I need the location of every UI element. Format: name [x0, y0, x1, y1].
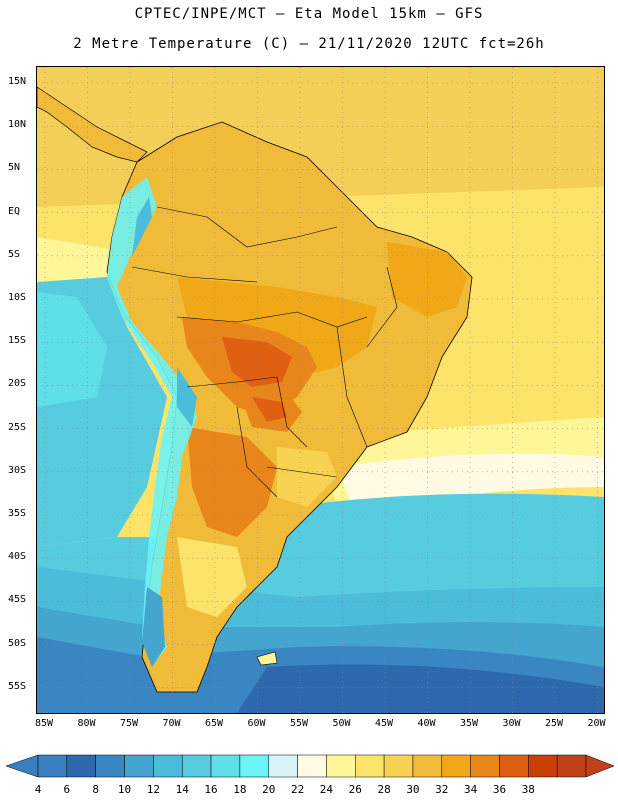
lon-label: 75W — [119, 718, 139, 729]
colorbar-level-label: 38 — [521, 783, 535, 796]
colorbar-level-label: 12 — [146, 783, 160, 796]
colorbar-segment — [556, 754, 587, 778]
falkland-islands — [256, 651, 278, 666]
lon-label: 25W — [544, 718, 564, 729]
colorbar-level-label: 32 — [435, 783, 449, 796]
lon-label: 70W — [162, 718, 181, 729]
colorbar-level-label: 6 — [63, 783, 71, 796]
colorbar-segment — [268, 754, 298, 778]
colorbar-high-arrow — [585, 754, 615, 778]
colorbar-level-label: 16 — [204, 783, 218, 796]
lat-label: 5N — [8, 162, 21, 174]
lat-label: 15S — [8, 335, 27, 347]
lon-label: 60W — [247, 718, 266, 729]
lat-label: 50S — [8, 637, 27, 649]
patagonia-mild-zone — [177, 537, 247, 617]
colorbar-segment — [95, 754, 125, 778]
chaco-hotspot — [252, 397, 287, 422]
colorbar-level-label: 22 — [290, 783, 305, 796]
lon-label: 65W — [204, 718, 224, 729]
altiplano-cold — [177, 367, 197, 427]
south-brazil-mild-zone — [277, 447, 337, 507]
ocean-south-darkest — [237, 664, 604, 713]
lon-label: 50W — [332, 718, 351, 729]
colorbar-level-label: 24 — [319, 783, 334, 796]
lat-label: 10N — [8, 119, 27, 131]
lon-label: 85W — [34, 718, 54, 729]
lon-label: 55W — [289, 718, 309, 729]
patagonian-ice-cold — [142, 587, 165, 667]
colorbar-segment — [210, 754, 241, 778]
lon-label: 45W — [374, 718, 394, 729]
lat-label: 25S — [8, 421, 27, 433]
colorbar-segment — [37, 754, 68, 778]
lat-label: 30S — [8, 464, 27, 476]
colorbar-level-label: 26 — [348, 783, 362, 796]
colorbar-level-label: 20 — [262, 783, 276, 796]
temperature-map — [36, 66, 605, 714]
colorbar-level-label: 10 — [117, 783, 132, 796]
lon-label: 35W — [459, 718, 479, 729]
lat-label: 55S — [8, 680, 27, 692]
colorbar-segment — [499, 754, 529, 778]
lat-label: 15N — [8, 76, 27, 87]
temperature-colorbar — [5, 754, 615, 778]
lat-label: EQ — [8, 205, 21, 217]
central-america-land — [37, 86, 148, 163]
colorbar-segment — [412, 754, 443, 778]
colorbar-level-label: 14 — [175, 783, 189, 796]
ocean-pacific-bright — [37, 292, 107, 407]
colorbar-segment — [153, 754, 183, 778]
lat-label: 35S — [8, 508, 27, 519]
colorbar-level-label: 28 — [377, 783, 391, 796]
colorbar-segment — [383, 754, 414, 778]
colorbar-level-label: 18 — [233, 783, 247, 796]
colorbar-level-label: 36 — [492, 783, 507, 796]
lon-label: 20W — [587, 718, 606, 729]
colorbar-segment — [441, 754, 471, 778]
colorbar-level-label: 8 — [92, 783, 99, 796]
colorbar-level-label: 30 — [406, 783, 420, 796]
colorbar-segment — [297, 754, 327, 778]
andes-cordillera — [107, 177, 197, 667]
argentina-warm-zone — [187, 427, 277, 537]
map-canvas — [37, 67, 604, 713]
map-title-line2: 2 Metre Temperature (C) – 21/11/2020 12U… — [73, 36, 545, 52]
country-borders — [131, 206, 398, 498]
lon-label: 30W — [502, 718, 521, 729]
northeast-warm-zone — [387, 242, 467, 317]
lat-label: 40S — [8, 551, 27, 563]
lon-label: 80W — [77, 718, 96, 729]
lat-label: 5S — [8, 248, 21, 260]
colorbar-segment — [181, 754, 212, 778]
andes-north-cold — [132, 197, 152, 257]
colorbar-segment — [239, 754, 269, 778]
colorbar-low-arrow — [5, 754, 39, 778]
colorbar-segment — [470, 754, 500, 778]
lat-label: 45S — [8, 594, 27, 606]
map-title-line1: CPTEC/INPE/MCT – Eta Model 15km – GFS — [134, 6, 484, 22]
colorbar-segment — [66, 754, 96, 778]
colorbar-level-label: 4 — [34, 783, 42, 796]
colorbar-segment — [528, 754, 558, 778]
colorbar-segment — [326, 754, 356, 778]
lon-label: 40W — [417, 718, 436, 729]
colorbar-segment — [124, 754, 154, 778]
pantanal-hotspot — [222, 337, 292, 387]
lat-label: 10S — [8, 292, 27, 303]
colorbar-segment — [355, 754, 385, 778]
colorbar-level-label: 34 — [464, 783, 478, 796]
lat-label: 20S — [8, 378, 27, 390]
